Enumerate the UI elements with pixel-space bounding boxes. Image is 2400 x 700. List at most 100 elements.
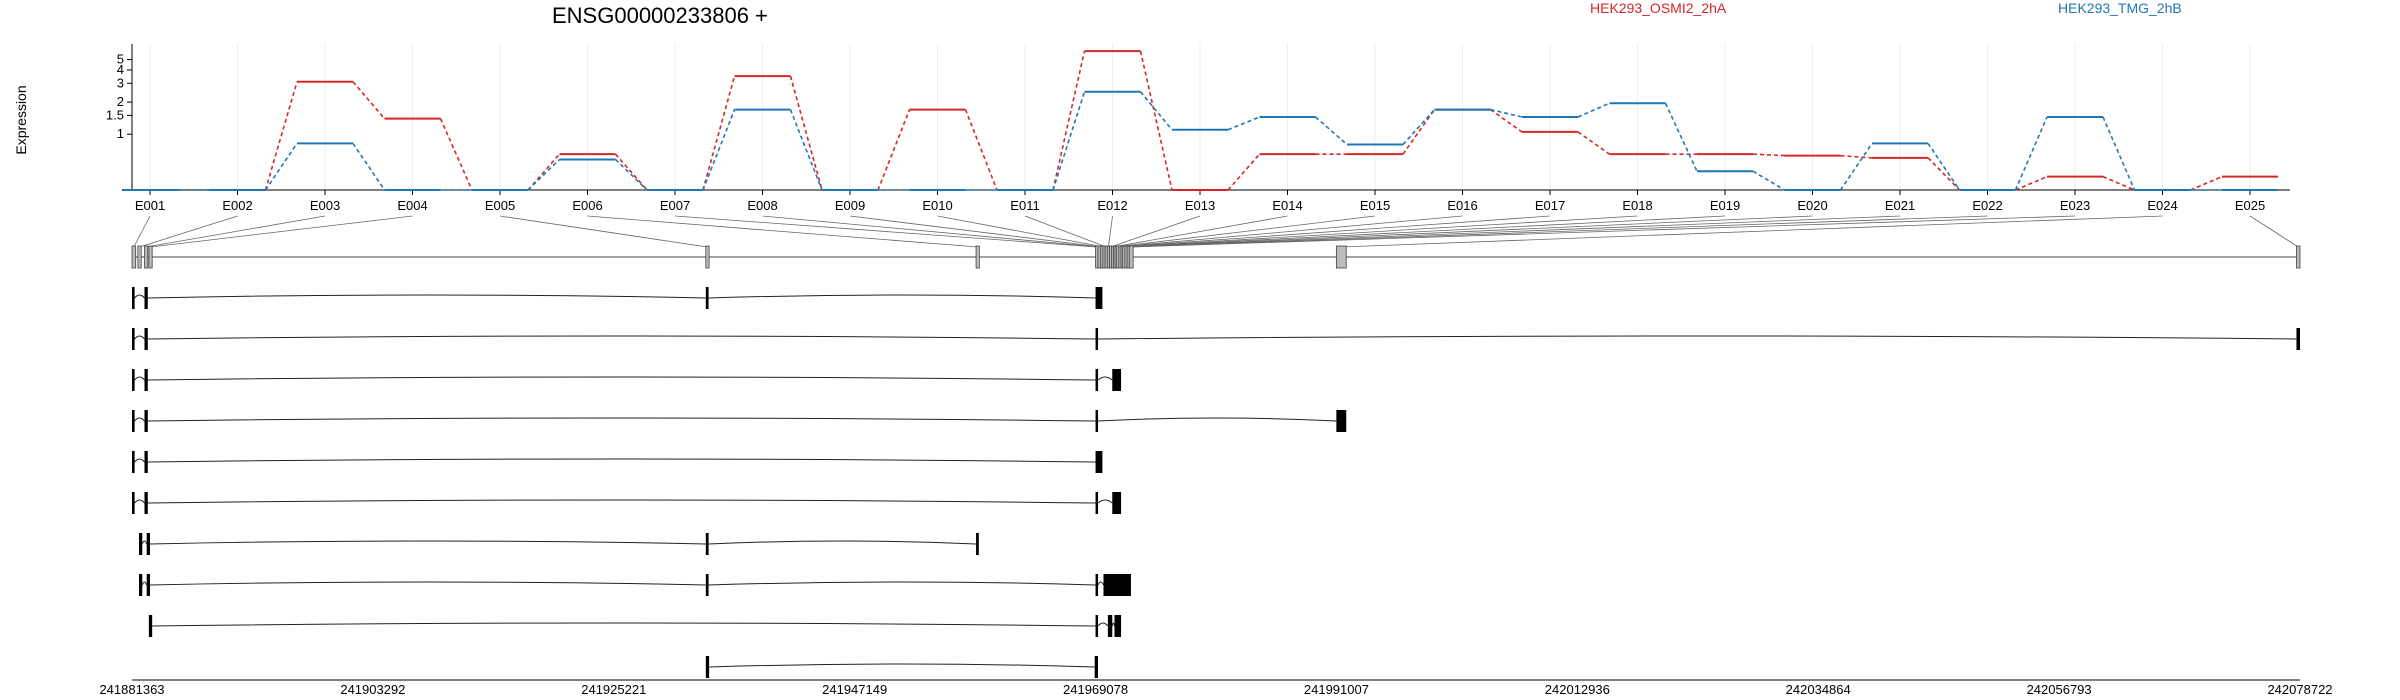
transcript-3 <box>132 369 1122 391</box>
series-2-transition-E014 <box>1314 116 1348 146</box>
transcript-8-intron-3 <box>708 581 1096 586</box>
transcript-10-intron-1 <box>709 663 1095 668</box>
transcript-2-exon-1 <box>132 328 135 350</box>
series-2-transition-E003 <box>352 142 386 191</box>
transcript-2 <box>132 328 2300 350</box>
x-tick-label-E004: E004 <box>397 198 427 213</box>
transcript-9-exon-4 <box>1114 615 1122 637</box>
chart-title: ENSG00000233806 + <box>552 3 768 28</box>
x-tick-label-E003: E003 <box>310 198 340 213</box>
transcript-1 <box>132 287 1103 309</box>
connector-E016 <box>1115 215 1463 248</box>
series-2-transition-E011 <box>1052 91 1086 191</box>
series-1-transition-E017 <box>1577 131 1610 155</box>
x-tick-label-E025: E025 <box>2235 198 2265 213</box>
transcript-3-intron-3 <box>1097 376 1113 381</box>
genomic-coordinate-axis: 241881363 241903292 241925221 241947149 2419… <box>99 679 2333 697</box>
transcript-5-exon-3 <box>1095 451 1103 473</box>
connector-E004 <box>150 215 413 248</box>
coordinate-tick-label-0: 241881363 <box>99 682 164 697</box>
connector-E019 <box>1121 215 1726 248</box>
x-tick-label-E022: E022 <box>1972 198 2002 213</box>
transcript-7-intron-2 <box>149 540 706 545</box>
exon-summary-track <box>131 245 2301 269</box>
transcript-10-exon-2 <box>1094 656 1098 678</box>
series-1-transition-E009 <box>877 109 911 191</box>
transcript-8-exon-4 <box>1095 574 1099 596</box>
connector-E020 <box>1123 215 1813 248</box>
series-2-transition-E005 <box>527 158 561 191</box>
transcript-7 <box>138 533 979 555</box>
transcript-6-exon-3 <box>1095 492 1099 514</box>
transcript-1-exon-3 <box>705 287 709 309</box>
x-tick-label-E009: E009 <box>835 198 865 213</box>
transcript-6-intron-2 <box>147 499 1096 504</box>
transcript-9-intron-3 <box>1111 622 1115 627</box>
transcript-8-intron-2 <box>149 581 706 586</box>
connector-E022 <box>1128 215 1988 248</box>
series-1-transition-E020 <box>1840 154 1873 159</box>
x-tick-label-E024: E024 <box>2147 198 2177 213</box>
transcript-6-exon-1 <box>132 492 135 514</box>
coordinate-tick-label-5: 241991007 <box>1304 682 1369 697</box>
y-tick-label-0: 1 <box>117 126 124 141</box>
transcript-5-exon-2 <box>144 451 148 473</box>
transcript-5-exon-1 <box>132 451 135 473</box>
transcript-2-exon-4 <box>2296 328 2300 350</box>
x-tick-label-E002: E002 <box>222 198 252 213</box>
transcript-5-intron-2 <box>147 458 1096 463</box>
connector-E025 <box>2249 215 2299 248</box>
y-tick-label-1: 1.5 <box>106 107 124 122</box>
x-tick-label-E014: E014 <box>1272 198 1302 213</box>
summary-exon-E003 <box>144 245 149 269</box>
connector-E024 <box>1341 215 2163 248</box>
series-1-transition-E006 <box>614 153 648 191</box>
series-1-transition-E022 <box>2015 175 2048 191</box>
x-tick-label-E017: E017 <box>1535 198 1565 213</box>
transcript-3-intron-2 <box>147 376 1096 381</box>
transcript-4-exon-3 <box>1095 410 1099 432</box>
transcript-9-exon-3 <box>1107 615 1113 637</box>
transcript-2-exon-2 <box>144 328 148 350</box>
coordinate-tick-label-8: 242056793 <box>2027 682 2092 697</box>
series-2-transition-E007 <box>702 109 736 191</box>
series-2-transition-E020 <box>1839 142 1873 191</box>
coordinate-tick-label-2: 241925221 <box>581 682 646 697</box>
transcript-7-intron-3 <box>708 540 977 545</box>
transcript-6-intron-1 <box>134 499 145 504</box>
series-1-transition-E023 <box>2102 175 2135 191</box>
connector-E010 <box>937 215 1105 248</box>
connector-E021 <box>1125 215 1901 248</box>
transcript-9-intron-2 <box>1097 622 1109 627</box>
connector-E018 <box>1119 215 1638 248</box>
transcript-6 <box>132 492 1122 514</box>
connector-E002 <box>139 215 238 248</box>
summary-exon-E023 <box>1128 245 1134 269</box>
summary-exon-E005 <box>705 245 710 269</box>
summary-exon-E008 <box>1097 245 1102 269</box>
coordinate-tick-label-1: 241903292 <box>340 682 405 697</box>
y-tick-label-2: 2 <box>117 94 124 109</box>
y-tick-label-4: 4 <box>117 62 124 77</box>
summary-exon-E004 <box>148 245 153 269</box>
transcript-6-exon-4 <box>1112 492 1122 514</box>
series-2-transition-E019 <box>1752 170 1785 191</box>
series-1-transition-E021 <box>1927 157 1961 191</box>
series-1-transition-E004 <box>439 118 473 191</box>
connector-E008 <box>762 215 1100 248</box>
summary-exon-E006 <box>975 245 980 269</box>
summary-exon-E025 <box>2296 245 2301 269</box>
transcript-2-intron-2 <box>147 335 1096 340</box>
series-1-transition-E010 <box>964 109 998 191</box>
coordinate-tick-label-7: 242034864 <box>1786 682 1851 697</box>
transcript-8 <box>138 574 1131 596</box>
transcript-1-intron-3 <box>708 294 1096 299</box>
transcript-4-exon-1 <box>132 410 135 432</box>
transcript-3-intron-1 <box>134 376 145 381</box>
expression-series <box>122 50 2278 191</box>
x-tick-label-E021: E021 <box>1885 198 1915 213</box>
x-tick-label-E015: E015 <box>1360 198 1390 213</box>
expression-axes: 1 1.52 345 E001 E002 E003 E004 E005 E006 E007 E008… <box>106 44 2290 213</box>
x-tick-label-E013: E013 <box>1185 198 1215 213</box>
transcript-7-exon-4 <box>976 533 979 555</box>
